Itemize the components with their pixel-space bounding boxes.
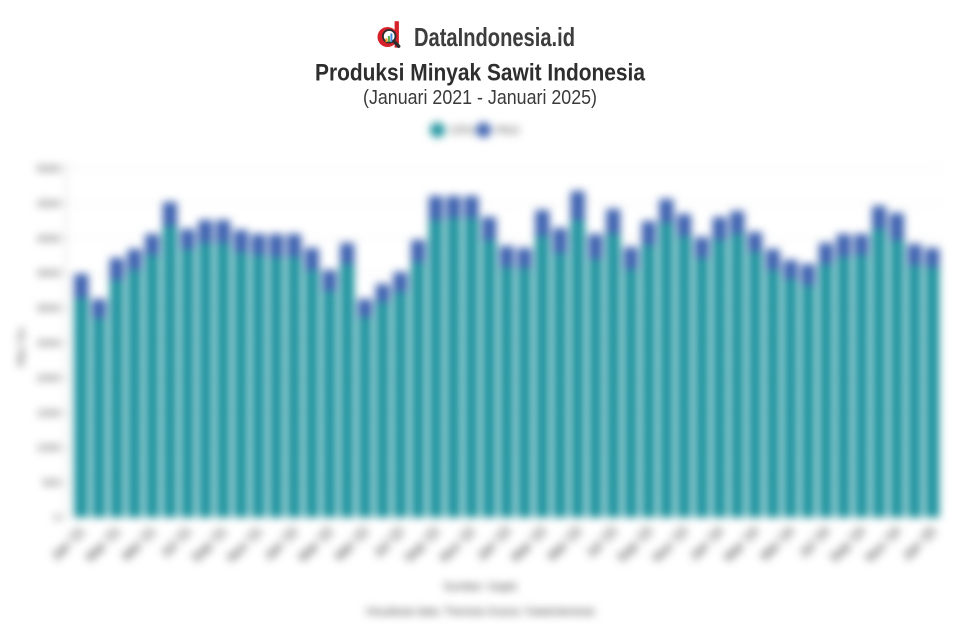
svg-text:500: 500 [42, 477, 60, 489]
svg-text:Nov '23: Nov '23 [649, 524, 690, 565]
svg-text:Jan '24: Jan '24 [686, 524, 726, 564]
svg-text:PKO: PKO [496, 125, 520, 137]
svg-text:Mar '23: Mar '23 [508, 524, 549, 565]
svg-text:Sep '23: Sep '23 [614, 524, 655, 565]
svg-text:5000: 5000 [37, 163, 61, 175]
svg-text:Jan '21: Jan '21 [48, 524, 88, 564]
svg-text:Sep '22: Sep '22 [401, 524, 442, 565]
svg-text:Jan '22: Jan '22 [261, 524, 301, 564]
svg-text:Produksi Minyak Sawit Indonesi: Produksi Minyak Sawit Indonesia [315, 59, 645, 86]
svg-text:Visualisasi data: Theresia Gra: Visualisasi data: Theresia Gracia / Data… [366, 606, 596, 618]
svg-text:Mei '22: Mei '22 [332, 524, 372, 564]
svg-text:2000: 2000 [37, 372, 61, 384]
svg-text:Ribu Ton: Ribu Ton [17, 327, 28, 366]
svg-text:(Januari 2021 - Januari 2025): (Januari 2021 - Januari 2025) [363, 87, 597, 109]
svg-text:Mei '21: Mei '21 [119, 524, 159, 564]
svg-text:Mei '24: Mei '24 [757, 524, 797, 564]
svg-text:Jan '23: Jan '23 [473, 524, 513, 564]
svg-text:0: 0 [54, 512, 60, 524]
svg-text:Sumber: Gapki: Sumber: Gapki [443, 581, 516, 593]
svg-text:Mar '22: Mar '22 [295, 524, 336, 565]
svg-text:Mei '23: Mei '23 [544, 524, 584, 564]
svg-text:DataIndonesia.id: DataIndonesia.id [414, 22, 575, 52]
svg-text:2500: 2500 [37, 338, 61, 350]
svg-text:4000: 4000 [37, 233, 61, 245]
svg-text:1500: 1500 [37, 407, 61, 419]
svg-text:Mar '24: Mar '24 [721, 524, 762, 565]
svg-text:Mar '21: Mar '21 [82, 524, 123, 565]
svg-text:Nov '21: Nov '21 [224, 524, 265, 565]
svg-text:Sep '24: Sep '24 [827, 524, 868, 565]
svg-text:Nov '22: Nov '22 [437, 524, 478, 565]
svg-text:1000: 1000 [37, 442, 61, 454]
svg-text:CPO: CPO [450, 125, 474, 137]
svg-text:Nov '24: Nov '24 [862, 524, 903, 565]
svg-text:Jan '25: Jan '25 [899, 524, 939, 564]
svg-text:3500: 3500 [37, 268, 61, 280]
svg-text:4500: 4500 [37, 198, 61, 210]
svg-text:Sep '21: Sep '21 [188, 524, 229, 565]
svg-text:3000: 3000 [37, 303, 61, 315]
